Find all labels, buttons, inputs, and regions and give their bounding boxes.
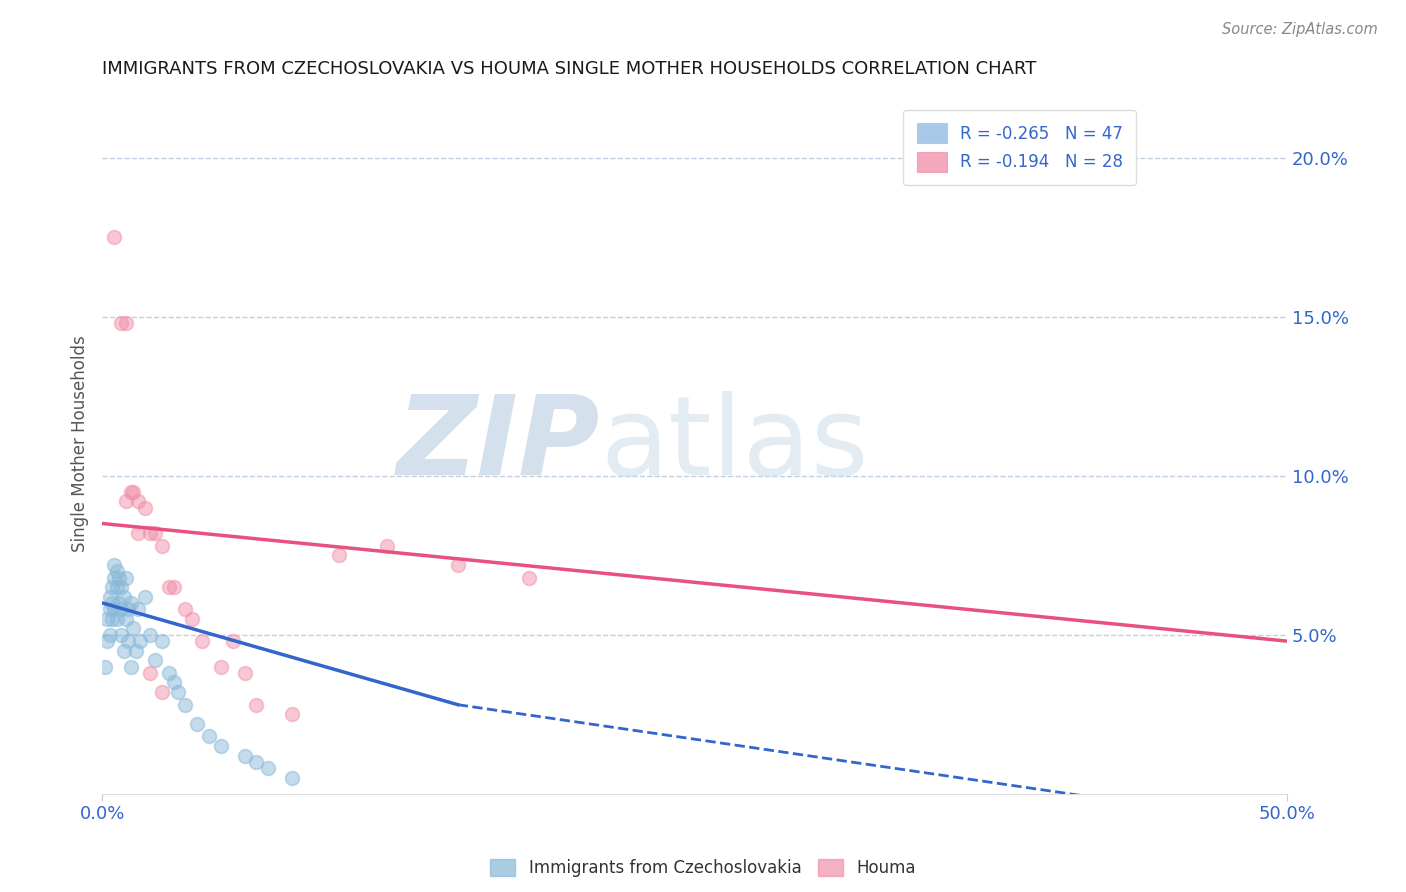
Point bbox=[115, 570, 138, 584]
Point bbox=[233, 665, 256, 680]
Point bbox=[127, 494, 149, 508]
Point bbox=[120, 659, 142, 673]
Text: IMMIGRANTS FROM CZECHOSLOVAKIA VS HOUMA SINGLE MOTHER HOUSEHOLDS CORRELATION CHA: IMMIGRANTS FROM CZECHOSLOVAKIA VS HOUMA … bbox=[103, 60, 1036, 78]
Point bbox=[103, 230, 125, 244]
Point bbox=[191, 634, 214, 648]
Point bbox=[112, 590, 135, 604]
Point bbox=[150, 685, 173, 699]
Point bbox=[162, 580, 184, 594]
Point bbox=[150, 539, 173, 553]
Y-axis label: Single Mother Households: Single Mother Households bbox=[72, 335, 89, 552]
Point bbox=[162, 675, 184, 690]
Point bbox=[110, 628, 132, 642]
Point bbox=[103, 570, 125, 584]
Text: ZIP: ZIP bbox=[396, 391, 600, 498]
Point bbox=[127, 602, 149, 616]
Point bbox=[117, 634, 139, 648]
Point bbox=[281, 707, 304, 722]
Point bbox=[115, 316, 138, 330]
Point bbox=[174, 602, 197, 616]
Point bbox=[139, 665, 162, 680]
Point bbox=[110, 602, 132, 616]
Point bbox=[209, 739, 232, 753]
Point bbox=[105, 564, 128, 578]
Point bbox=[181, 612, 204, 626]
Point bbox=[186, 716, 208, 731]
Point bbox=[129, 634, 152, 648]
Point bbox=[98, 628, 121, 642]
Point bbox=[257, 761, 280, 775]
Point bbox=[105, 580, 128, 594]
Point bbox=[447, 558, 470, 572]
Text: atlas: atlas bbox=[600, 391, 869, 498]
Point bbox=[139, 526, 162, 541]
Point bbox=[120, 596, 142, 610]
Point bbox=[108, 596, 131, 610]
Point bbox=[117, 602, 139, 616]
Text: Source: ZipAtlas.com: Source: ZipAtlas.com bbox=[1222, 22, 1378, 37]
Point bbox=[115, 494, 138, 508]
Point bbox=[157, 580, 180, 594]
Point bbox=[110, 580, 132, 594]
Point bbox=[103, 602, 125, 616]
Point bbox=[328, 549, 350, 563]
Point bbox=[375, 539, 398, 553]
Point bbox=[167, 685, 190, 699]
Point bbox=[103, 558, 125, 572]
Point bbox=[143, 526, 166, 541]
Legend: Immigrants from Czechoslovakia, Houma: Immigrants from Czechoslovakia, Houma bbox=[484, 852, 922, 884]
Point bbox=[108, 570, 131, 584]
Point bbox=[96, 612, 118, 626]
Point bbox=[198, 730, 221, 744]
Point bbox=[94, 659, 117, 673]
Point bbox=[98, 602, 121, 616]
Point bbox=[134, 500, 156, 515]
Point bbox=[233, 748, 256, 763]
Point bbox=[120, 484, 142, 499]
Point bbox=[122, 484, 145, 499]
Point bbox=[127, 526, 149, 541]
Point bbox=[124, 643, 146, 657]
Point bbox=[122, 621, 145, 635]
Point bbox=[281, 771, 304, 785]
Point bbox=[139, 628, 162, 642]
Point bbox=[150, 634, 173, 648]
Point bbox=[112, 643, 135, 657]
Point bbox=[101, 580, 124, 594]
Point bbox=[134, 590, 156, 604]
Point bbox=[143, 653, 166, 667]
Point bbox=[174, 698, 197, 712]
Legend: R = -0.265   N = 47, R = -0.194   N = 28: R = -0.265 N = 47, R = -0.194 N = 28 bbox=[904, 110, 1136, 186]
Point bbox=[245, 698, 267, 712]
Point bbox=[98, 590, 121, 604]
Point bbox=[115, 612, 138, 626]
Point bbox=[110, 316, 132, 330]
Point bbox=[517, 570, 540, 584]
Point bbox=[101, 596, 124, 610]
Point bbox=[209, 659, 232, 673]
Point bbox=[96, 634, 118, 648]
Point bbox=[157, 665, 180, 680]
Point bbox=[222, 634, 245, 648]
Point bbox=[101, 612, 124, 626]
Point bbox=[245, 755, 267, 769]
Point bbox=[105, 612, 128, 626]
